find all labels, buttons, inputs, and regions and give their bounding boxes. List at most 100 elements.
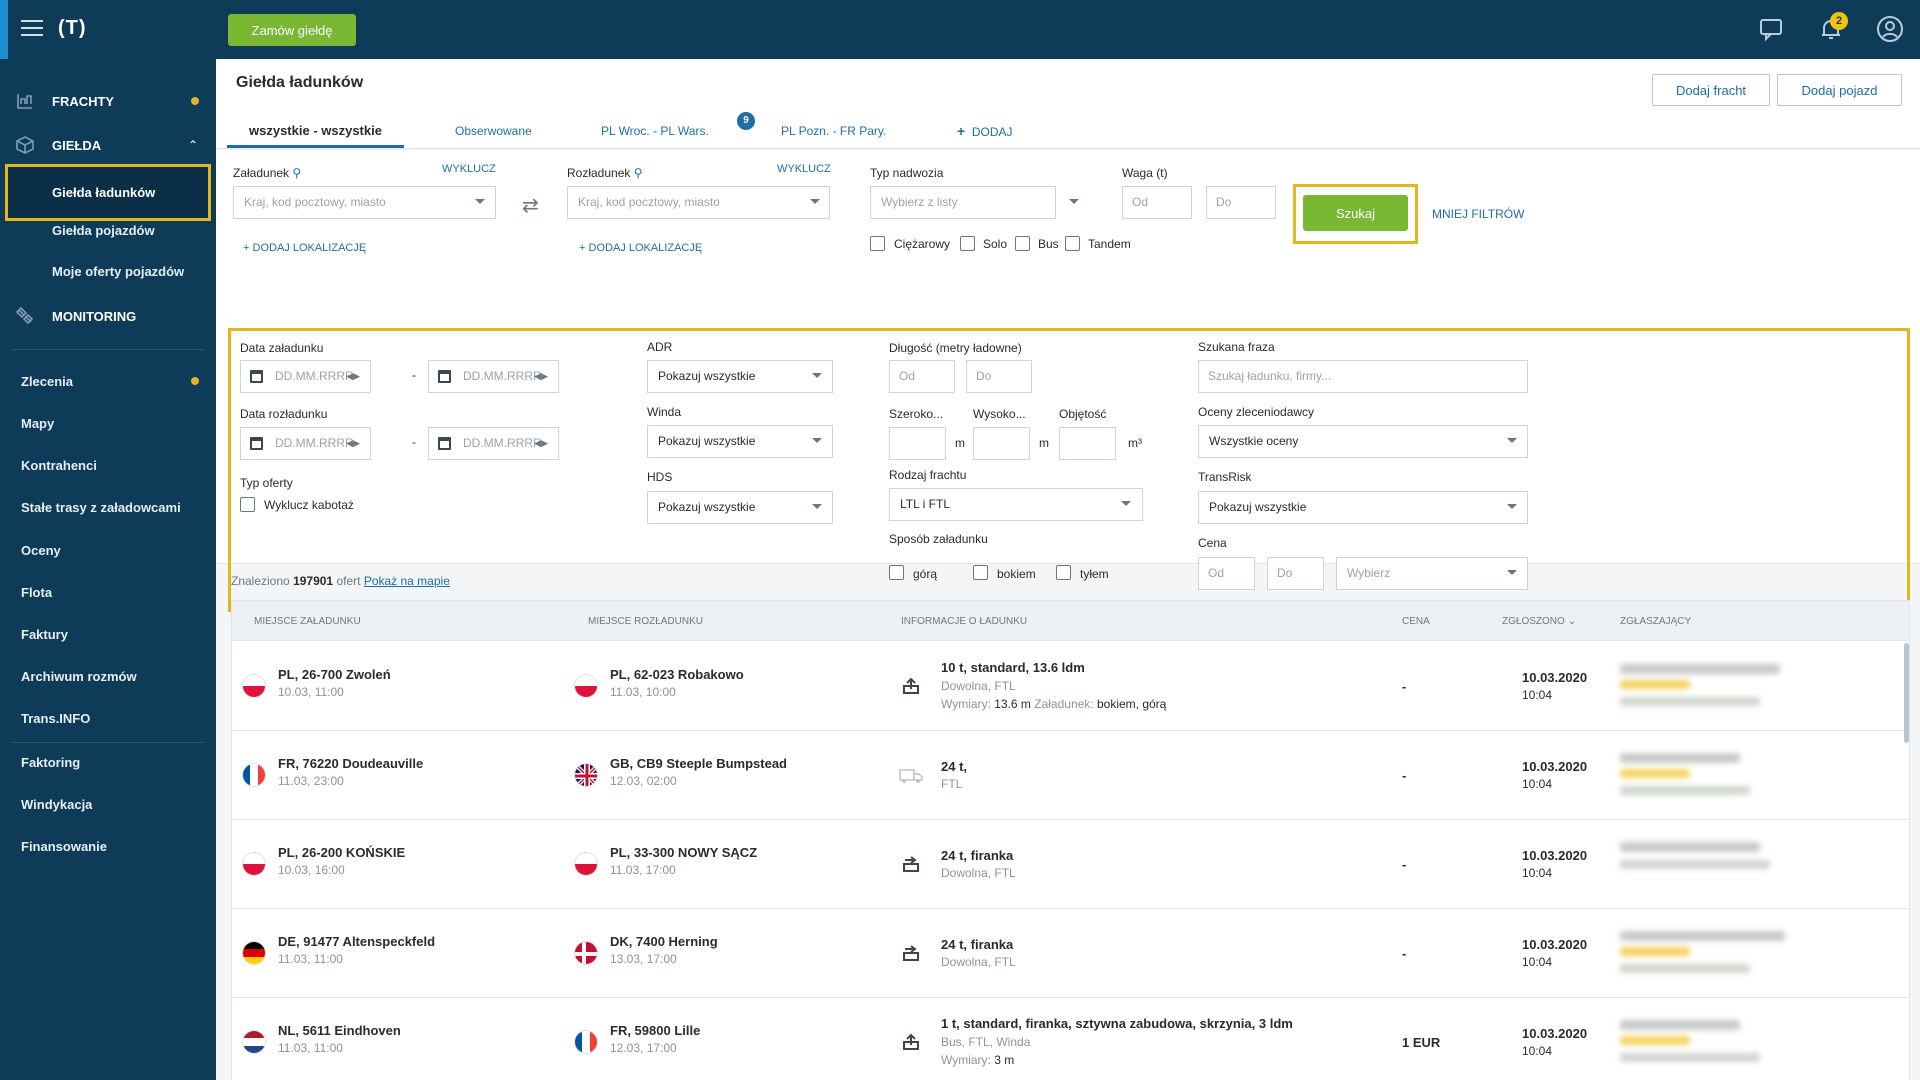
tab-add-label: DODAJ (971, 125, 1013, 139)
table-row[interactable]: FR, 76220 Doudeauville 11.03, 23:00 GB, … (232, 731, 1909, 820)
loading-date-to-input[interactable]: DD.MM.RRRR ◀▶ (428, 360, 559, 393)
unloading-date-to-input[interactable]: DD.MM.RRRR ◀▶ (428, 427, 559, 460)
sidebar-section-frachty[interactable]: FRACHTY (0, 83, 216, 119)
hamburger-menu-icon[interactable] (21, 20, 43, 38)
checkbox-ciezarowy[interactable] (870, 236, 885, 251)
loading-side-icon (903, 856, 919, 872)
sidebar-item-windykacja[interactable]: Windykacja (0, 786, 216, 822)
tab-wszystkie[interactable]: wszystkie - wszystkie (227, 114, 404, 148)
ratings-select[interactable]: Wszystkie oceny (1198, 425, 1528, 458)
checkbox-bokiem[interactable] (973, 565, 988, 580)
phrase-search-input[interactable]: Szukaj ładunku, firmy... (1198, 360, 1528, 393)
sidebar-item-stale-trasy[interactable]: Stałe trasy z załadowcami (0, 489, 216, 525)
checkbox-exclude-cabotage[interactable] (240, 497, 255, 512)
price: 1 EUR (1402, 1035, 1441, 1050)
checkbox-tylem[interactable] (1056, 565, 1071, 580)
sidebar-item-flota[interactable]: Flota (0, 574, 216, 610)
currency-select[interactable]: Wybierz (1336, 557, 1528, 590)
fewer-filters-link[interactable]: MNIEJ FILTRÓW (1432, 207, 1525, 221)
sidebar-item-kontrahenci[interactable]: Kontrahenci (0, 447, 216, 483)
transrisk-select[interactable]: Pokazuj wszystkie (1198, 491, 1528, 524)
price-to-input[interactable]: Do (1267, 557, 1324, 590)
swap-icon[interactable]: ⇄ (522, 195, 539, 217)
col-loading-place[interactable]: MIEJSCE ZAŁADUNKU (254, 616, 361, 627)
plus-icon: + (579, 242, 586, 254)
winda-select[interactable]: Pokazuj wszystkie (647, 425, 833, 458)
top-bar: (T) Zamów giełdę 2 (0, 0, 1920, 59)
chat-icon[interactable] (1758, 16, 1784, 42)
adr-select[interactable]: Pokazuj wszystkie (647, 360, 833, 393)
unloading-add-location-link[interactable]: + DODAJ LOKALIZACJĘ (579, 242, 702, 254)
freight-type-select[interactable]: LTL i FTL (889, 488, 1143, 521)
sidebar-item-zlecenia[interactable]: Zlecenia (0, 363, 216, 399)
sidebar-item-faktoring[interactable]: Faktoring (0, 744, 216, 780)
table-row[interactable]: DE, 91477 Altenspeckfeld 11.03, 11:00 DK… (232, 909, 1909, 998)
checkbox-bus[interactable] (1015, 236, 1030, 251)
width-input[interactable] (889, 427, 946, 460)
table-scrollbar[interactable] (1904, 643, 1909, 743)
loading-add-location-link[interactable]: + DODAJ LOKALIZACJĘ (243, 242, 366, 254)
chevron-up-icon[interactable]: ⌃ (188, 138, 199, 152)
arrows-icon[interactable]: ◀▶ (534, 438, 548, 448)
add-freight-button[interactable]: Dodaj fracht (1652, 74, 1770, 106)
col-reported[interactable]: ZGŁOSZONO ⌄ (1502, 616, 1576, 627)
height-input[interactable] (973, 427, 1030, 460)
add-vehicle-button[interactable]: Dodaj pojazd (1777, 74, 1902, 106)
arrows-icon[interactable]: ◀▶ (346, 371, 360, 381)
loading-date-from-input[interactable]: DD.MM.RRRR ◀▶ (240, 360, 371, 393)
search-button-highlight: Szukaj (1293, 184, 1418, 244)
col-unloading-place[interactable]: MIEJSCE ROZŁADUNKU (588, 616, 704, 627)
checkbox-tandem[interactable] (1065, 236, 1080, 251)
tab-obserwowane[interactable]: Obserwowane (455, 124, 532, 138)
col-cargo-info[interactable]: INFORMACJE O ŁADUNKU (901, 616, 1028, 627)
checkbox-gora[interactable] (889, 565, 904, 580)
checkbox-solo[interactable] (960, 236, 975, 251)
tab-add[interactable]: + DODAJ (957, 114, 1013, 148)
loading-location-select[interactable]: Kraj, kod pocztowy, miasto (233, 186, 496, 219)
arrows-icon[interactable]: ◀▶ (534, 371, 548, 381)
show-on-map-link[interactable]: Pokaż na mapie (363, 574, 450, 588)
volume-input[interactable] (1059, 427, 1116, 460)
user-avatar-icon[interactable] (1876, 15, 1904, 43)
col-reported-label: ZGŁOSZONO (1502, 616, 1565, 627)
sidebar-item-gielda-ladunkow[interactable]: Giełda ładunków (5, 164, 211, 221)
sidebar-item-faktury[interactable]: Faktury (0, 616, 216, 652)
sidebar-section-gielda[interactable]: GIEŁDA ⌃ (0, 127, 216, 163)
length-to-input[interactable]: Do (966, 360, 1032, 393)
table-header: MIEJSCE ZAŁADUNKU MIEJSCE ROZŁADUNKU INF… (232, 601, 1909, 641)
unloading-location-select[interactable]: Kraj, kod pocztowy, miasto (567, 186, 830, 219)
tab-pl-pozn-fr-pary[interactable]: PL Pozn. - FR Pary. (781, 124, 887, 138)
arrows-icon[interactable]: ◀▶ (346, 438, 360, 448)
table-row[interactable]: NL, 5611 Eindhoven 11.03, 11:00 FR, 5980… (232, 998, 1909, 1080)
app-logo[interactable]: (T) (58, 17, 87, 39)
unloading-exclude-link[interactable]: WYKLUCZ (777, 163, 831, 175)
plus-icon: + (243, 242, 250, 254)
hds-select[interactable]: Pokazuj wszystkie (647, 491, 833, 524)
order-exchange-button[interactable]: Zamów giełdę (228, 14, 356, 46)
table-row[interactable]: PL, 26-200 KOŃSKIE 10.03, 16:00 PL, 33-3… (232, 820, 1909, 909)
search-button[interactable]: Szukaj (1303, 195, 1408, 231)
unloading-date-from-input[interactable]: DD.MM.RRRR ◀▶ (240, 427, 371, 460)
chevron-down-icon (1069, 199, 1079, 204)
col-reporter[interactable]: ZGŁASZAJĄCY (1620, 616, 1692, 627)
weight-from-input[interactable]: Od (1122, 186, 1192, 219)
sidebar-item-gielda-pojazdow[interactable]: Giełda pojazdów (0, 212, 216, 248)
sidebar-item-archiwum[interactable]: Archiwum rozmów (0, 658, 216, 694)
sidebar-item-finansowanie[interactable]: Finansowanie (0, 828, 216, 864)
chevron-down-icon (812, 438, 822, 443)
body-type-select[interactable]: Wybierz z listy (870, 186, 1056, 219)
tab-pl-wroc-pl-wars[interactable]: PL Wroc. - PL Wars. (601, 124, 709, 138)
sidebar-item-oceny[interactable]: Oceny (0, 532, 216, 568)
price-from-input[interactable]: Od (1198, 557, 1255, 590)
sidebar-item-label: Giełda ładunków (52, 185, 156, 200)
table-row[interactable]: PL, 26-700 Zwoleń 10.03, 11:00 PL, 62-02… (232, 642, 1909, 731)
loading-exclude-link[interactable]: WYKLUCZ (442, 163, 496, 175)
unloading-label: Rozładunek ⚲ (567, 166, 643, 180)
length-from-input[interactable]: Od (889, 360, 955, 393)
weight-to-input[interactable]: Do (1206, 186, 1276, 219)
sidebar-item-moje-oferty[interactable]: Moje oferty pojazdów (0, 253, 216, 289)
sidebar-item-mapy[interactable]: Mapy (0, 405, 216, 441)
col-price[interactable]: CENA (1402, 616, 1430, 627)
sidebar-item-transinfo[interactable]: Trans.INFO (0, 700, 216, 736)
sidebar-section-monitoring[interactable]: MONITORING (0, 298, 216, 334)
